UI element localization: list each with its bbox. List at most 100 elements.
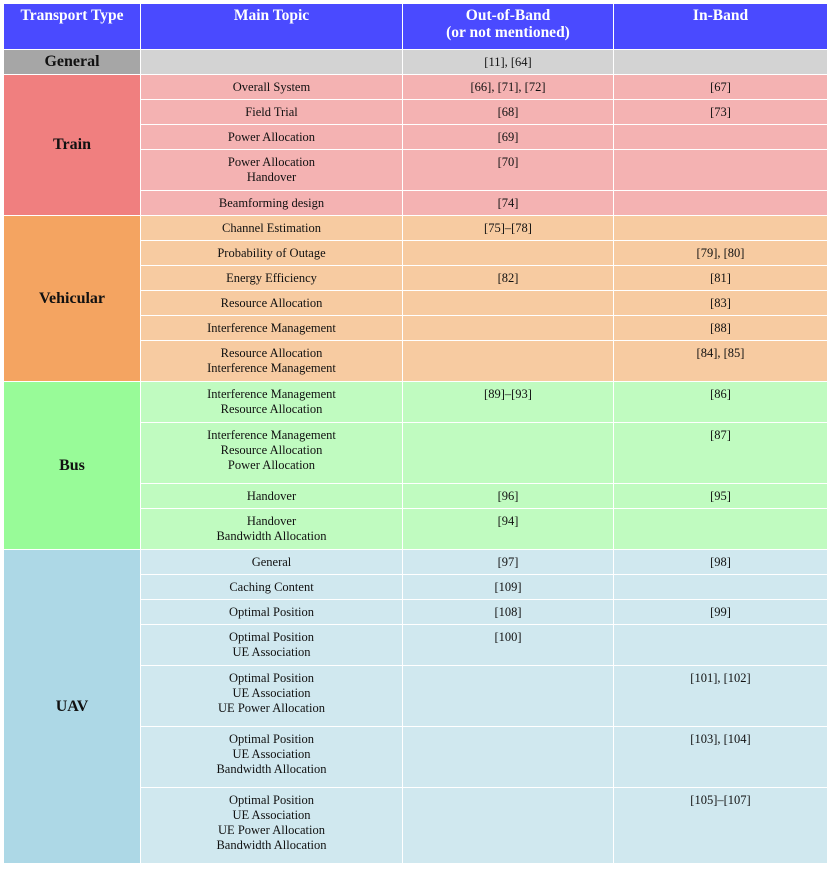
header-main-topic: Main Topic — [140, 3, 403, 50]
topic-line: Bandwidth Allocation — [216, 529, 327, 543]
table-row: Resource Allocation [83] — [4, 290, 828, 316]
table-row: Optimal Position UE Association UE Power A… — [4, 665, 828, 727]
topic-line: Overall System — [232, 80, 311, 94]
table-row: Vehicular Channel Estimation [75]–[78] — [3, 215, 828, 382]
in-band-cell: [87] — [613, 422, 828, 484]
table-row: Power Allocation [69] — [4, 124, 828, 150]
table-row: Bus Interference Management Resource Alloc… — [3, 381, 828, 550]
main-topic-cell: Optimal Position UE Association UE Power A… — [140, 665, 403, 727]
topic-line: UE Association — [232, 808, 311, 822]
out-of-band-cell — [402, 315, 614, 341]
main-topic-cell: Field Trial — [140, 99, 403, 125]
in-band-cell: [88] — [613, 315, 828, 341]
group-label-vehicular: Vehicular — [3, 215, 141, 382]
topic-line: Optimal Position — [228, 630, 315, 644]
table-row: Optimal Position [108] [99] — [4, 599, 828, 625]
topic-line: Bandwidth Allocation — [216, 762, 327, 776]
topic-line: Probability of Outage — [217, 246, 326, 260]
main-topic-cell: Optimal Position UE Association UE Power A… — [140, 787, 403, 864]
main-topic-cell: Power Allocation Handover — [140, 149, 403, 191]
topic-line: Power Allocation — [227, 458, 316, 472]
topic-line: UE Association — [232, 747, 311, 761]
in-band-cell — [613, 624, 828, 666]
topic-line: Power Allocation — [227, 155, 316, 169]
in-band-cell: [103], [104] — [613, 726, 828, 788]
in-band-cell: [99] — [613, 599, 828, 625]
topic-line: Bandwidth Allocation — [216, 838, 327, 852]
in-band-cell: [73] — [613, 99, 828, 125]
header-out-of-band-line1: Out-of-Band — [465, 7, 551, 24]
header-row: Transport Type Main Topic Out-of-Band (o… — [3, 3, 828, 50]
table-row: Optimal Position UE Association [100] — [4, 624, 828, 666]
in-band-cell: [95] — [613, 483, 828, 509]
table-row: Optimal Position UE Association Bandwidth … — [4, 726, 828, 788]
topic-line: Resource Allocation — [220, 296, 323, 310]
table-row: UAV General [97] [98] — [3, 549, 828, 864]
table-row: Handover [96] [95] — [4, 483, 828, 509]
in-band-cell: [105]–[107] — [613, 787, 828, 864]
in-band-cell: [81] — [613, 265, 828, 291]
out-of-band-cell: [89]–[93] — [402, 381, 614, 423]
in-band-cell — [613, 508, 828, 550]
header-out-of-band: Out-of-Band (or not mentioned) — [402, 3, 614, 50]
out-of-band-cell — [402, 240, 614, 266]
in-band-cell: [98] — [613, 549, 828, 575]
main-topic-cell: Optimal Position UE Association — [140, 624, 403, 666]
main-topic-cell: Caching Content — [140, 574, 403, 600]
in-band-cell — [613, 124, 828, 150]
topic-line: UE Power Allocation — [218, 701, 325, 715]
table-row: Caching Content [109] — [4, 574, 828, 600]
topic-line: UE Association — [232, 645, 311, 659]
group-label-bus: Bus — [3, 381, 141, 550]
topic-line: Beamforming design — [218, 196, 325, 210]
out-of-band-cell: [94] — [402, 508, 614, 550]
out-of-band-cell — [402, 726, 614, 788]
header-out-of-band-line2: (or not mentioned) — [446, 24, 570, 41]
topic-line: Interference Management — [207, 361, 336, 375]
main-topic-cell: Channel Estimation — [140, 215, 403, 241]
main-topic-cell: Handover — [140, 483, 403, 509]
topic-line: Optimal Position — [228, 793, 315, 807]
out-of-band-cell: [108] — [402, 599, 614, 625]
out-of-band-cell — [402, 787, 614, 864]
topic-line: Interference Management — [207, 321, 336, 335]
topic-line: Resource Allocation — [220, 346, 323, 360]
topic-line: UE Association — [232, 686, 311, 700]
main-topic-cell: Interference Management Resource Allocati… — [140, 381, 403, 423]
group-label-train: Train — [3, 74, 141, 216]
topic-line: Optimal Position — [228, 732, 315, 746]
general-row: General [11], [64] — [3, 49, 828, 75]
table-row: Probability of Outage [79], [80] — [4, 240, 828, 266]
header-transport-type: Transport Type — [3, 3, 141, 50]
general-out-of-band: [11], [64] — [402, 49, 614, 75]
out-of-band-cell: [69] — [402, 124, 614, 150]
out-of-band-cell — [402, 290, 614, 316]
topic-line: Energy Efficiency — [226, 271, 317, 285]
main-topic-cell: Probability of Outage — [140, 240, 403, 266]
in-band-cell — [613, 149, 828, 191]
out-of-band-cell — [402, 340, 614, 382]
group-label-general: General — [3, 49, 141, 75]
in-band-cell: [86] — [613, 381, 828, 423]
main-topic-cell: Resource Allocation — [140, 290, 403, 316]
in-band-cell: [67] — [613, 74, 828, 100]
table-row: Beamforming design [74] — [4, 190, 828, 216]
out-of-band-cell: [66], [71], [72] — [402, 74, 614, 100]
in-band-cell — [613, 574, 828, 600]
topic-line: Field Trial — [245, 105, 298, 119]
topic-line: Caching Content — [229, 580, 314, 594]
table-row: Optimal Position UE Association UE Power A… — [4, 787, 828, 864]
general-in-band — [613, 49, 828, 75]
in-band-cell: [83] — [613, 290, 828, 316]
table-row: Resource Allocation Interference Manageme… — [4, 340, 828, 382]
in-band-cell — [613, 215, 828, 241]
in-band-cell: [101], [102] — [613, 665, 828, 727]
out-of-band-cell: [70] — [402, 149, 614, 191]
out-of-band-cell: [74] — [402, 190, 614, 216]
out-of-band-cell: [75]–[78] — [402, 215, 614, 241]
table-row: Train Overall System [66], [71], [72] [67] — [3, 74, 828, 216]
header-in-band: In-Band — [613, 3, 828, 50]
out-of-band-cell: [100] — [402, 624, 614, 666]
topic-line: Power Allocation — [227, 130, 316, 144]
topic-line: Interference Management — [207, 387, 336, 401]
